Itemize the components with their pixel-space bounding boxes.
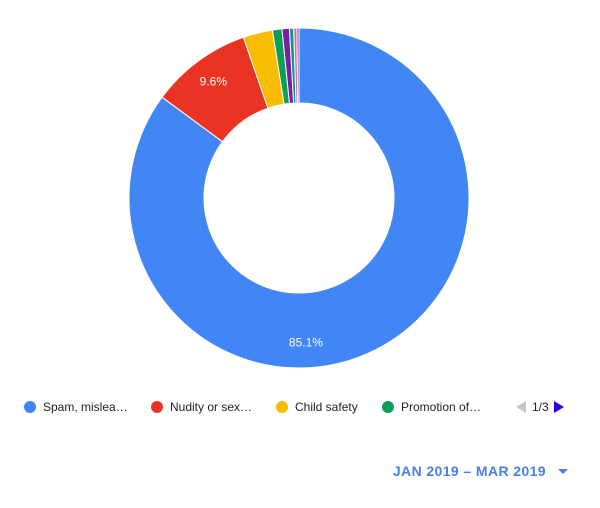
legend-next-arrow-icon[interactable] (553, 401, 564, 413)
legend-dot-nudity (151, 401, 163, 413)
legend-pager: 1/3 (516, 398, 564, 416)
chart-legend: Spam, mislea… Nudity or sex… Child safet… (24, 398, 584, 416)
legend-prev-arrow-icon[interactable] (516, 401, 526, 413)
legend-item-promotion[interactable]: Promotion of… (382, 398, 481, 416)
date-range-selector[interactable]: JAN 2019 – MAR 2019 (393, 462, 568, 480)
donut-slice-7[interactable] (296, 27, 300, 104)
legend-item-spam[interactable]: Spam, mislea… (24, 398, 128, 416)
legend-dot-child-safety (276, 401, 288, 413)
legend-page-indicator: 1/3 (532, 400, 549, 414)
donut-slice-0[interactable] (128, 27, 470, 369)
legend-dot-spam (24, 401, 36, 413)
legend-label-promotion: Promotion of… (401, 400, 482, 414)
legend-dot-promotion (382, 401, 394, 413)
legend-item-child-safety[interactable]: Child safety (276, 398, 358, 416)
slice-value-label-1: 9.6% (200, 75, 228, 89)
legend-label-spam: Spam, mislea… (43, 400, 128, 414)
donut-chart: 85.1% 9.6% (128, 27, 470, 369)
date-range-label: JAN 2019 – MAR 2019 (392, 463, 546, 479)
slice-value-label-0: 85.1% (289, 335, 323, 349)
dropdown-caret-icon (558, 468, 568, 474)
legend-label-nudity: Nudity or sex… (170, 400, 253, 414)
legend-label-child-safety: Child safety (295, 400, 358, 414)
legend-item-nudity[interactable]: Nudity or sex… (151, 398, 252, 416)
